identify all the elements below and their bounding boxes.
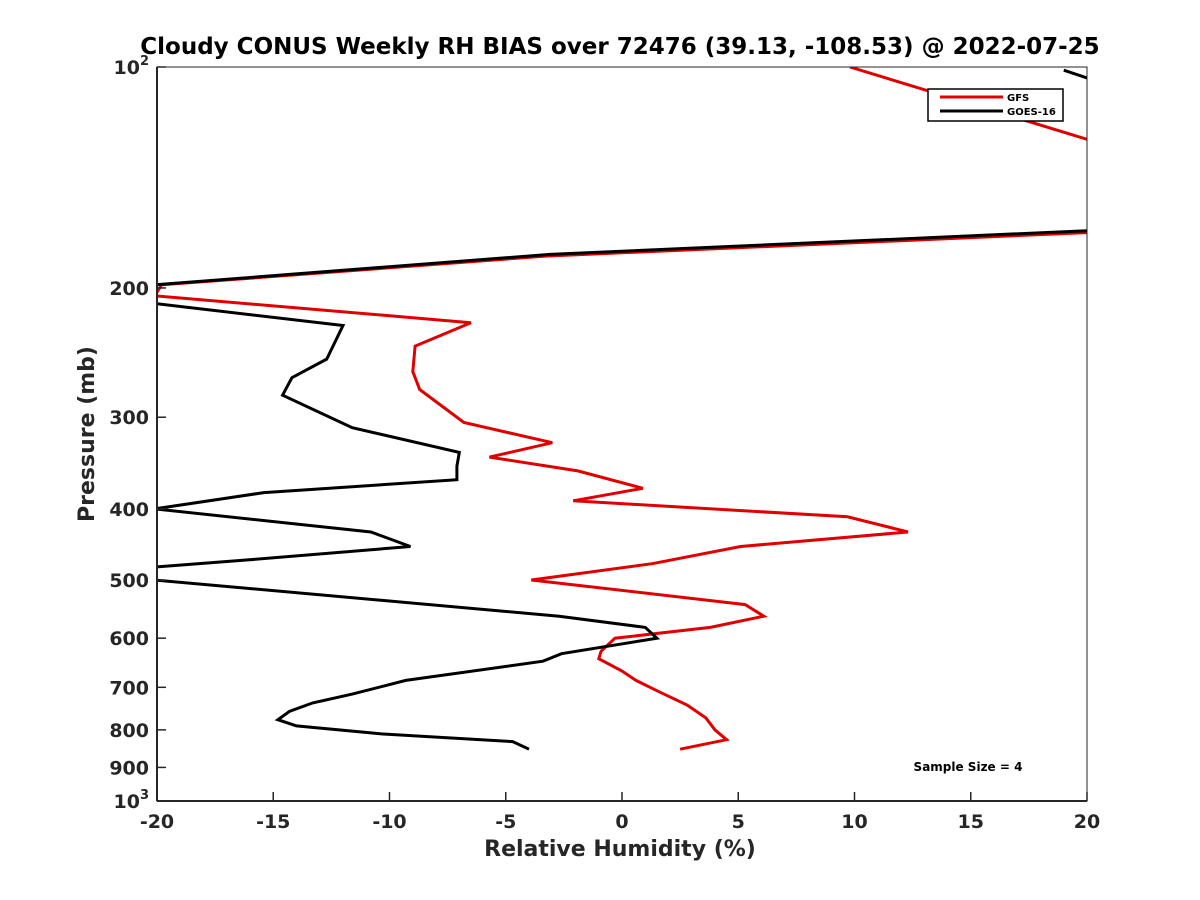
y-tick-label: 500 bbox=[109, 570, 149, 592]
x-tick-label: -5 bbox=[495, 811, 516, 833]
x-tick-label: -20 bbox=[140, 811, 174, 833]
y-tick-label: 200 bbox=[109, 278, 149, 300]
sample-size-annotation: Sample Size = 4 bbox=[914, 760, 1023, 774]
y-tick-label: 600 bbox=[109, 628, 149, 650]
y-tick-label: 300 bbox=[109, 407, 149, 429]
y-tick-label: 700 bbox=[109, 677, 149, 699]
x-tick-label: 20 bbox=[1074, 811, 1100, 833]
legend-box bbox=[927, 88, 1064, 122]
legend-label-goes16: GOES-16 bbox=[1007, 107, 1056, 118]
series-line-gfs bbox=[157, 231, 1087, 751]
y-axis-ticks: 102 200 300 400 500 600 700 800 900 103 bbox=[109, 54, 166, 813]
y-tick-label: 103 bbox=[114, 788, 150, 813]
x-tick-label: 10 bbox=[841, 811, 867, 833]
chart-title: Cloudy CONUS Weekly RH BIAS over 72476 (… bbox=[140, 34, 1099, 60]
x-axis-ticks: -20 -15 -10 -5 0 5 10 15 20 bbox=[140, 792, 1100, 833]
series-line-goes16-upper bbox=[1063, 68, 1087, 80]
x-tick-label: 0 bbox=[615, 811, 628, 833]
legend-label-gfs: GFS bbox=[1007, 93, 1029, 104]
x-tick-label: -15 bbox=[256, 811, 290, 833]
plot-area-frame bbox=[156, 66, 1088, 802]
y-axis-label: Pressure (mb) bbox=[75, 346, 100, 522]
x-tick-label: -10 bbox=[372, 811, 406, 833]
y-tick-label: 900 bbox=[109, 757, 149, 779]
series-layer bbox=[157, 67, 1087, 751]
x-tick-label: 15 bbox=[958, 811, 984, 833]
x-axis-label: Relative Humidity (%) bbox=[484, 837, 756, 862]
series-line-goes16 bbox=[157, 229, 1087, 751]
legend: GFS GOES-16 bbox=[927, 88, 1064, 122]
y-tick-label: 102 bbox=[114, 54, 150, 79]
y-tick-label: 800 bbox=[109, 720, 149, 742]
y-tick-label: 400 bbox=[109, 499, 149, 521]
x-tick-label: 5 bbox=[732, 811, 745, 833]
